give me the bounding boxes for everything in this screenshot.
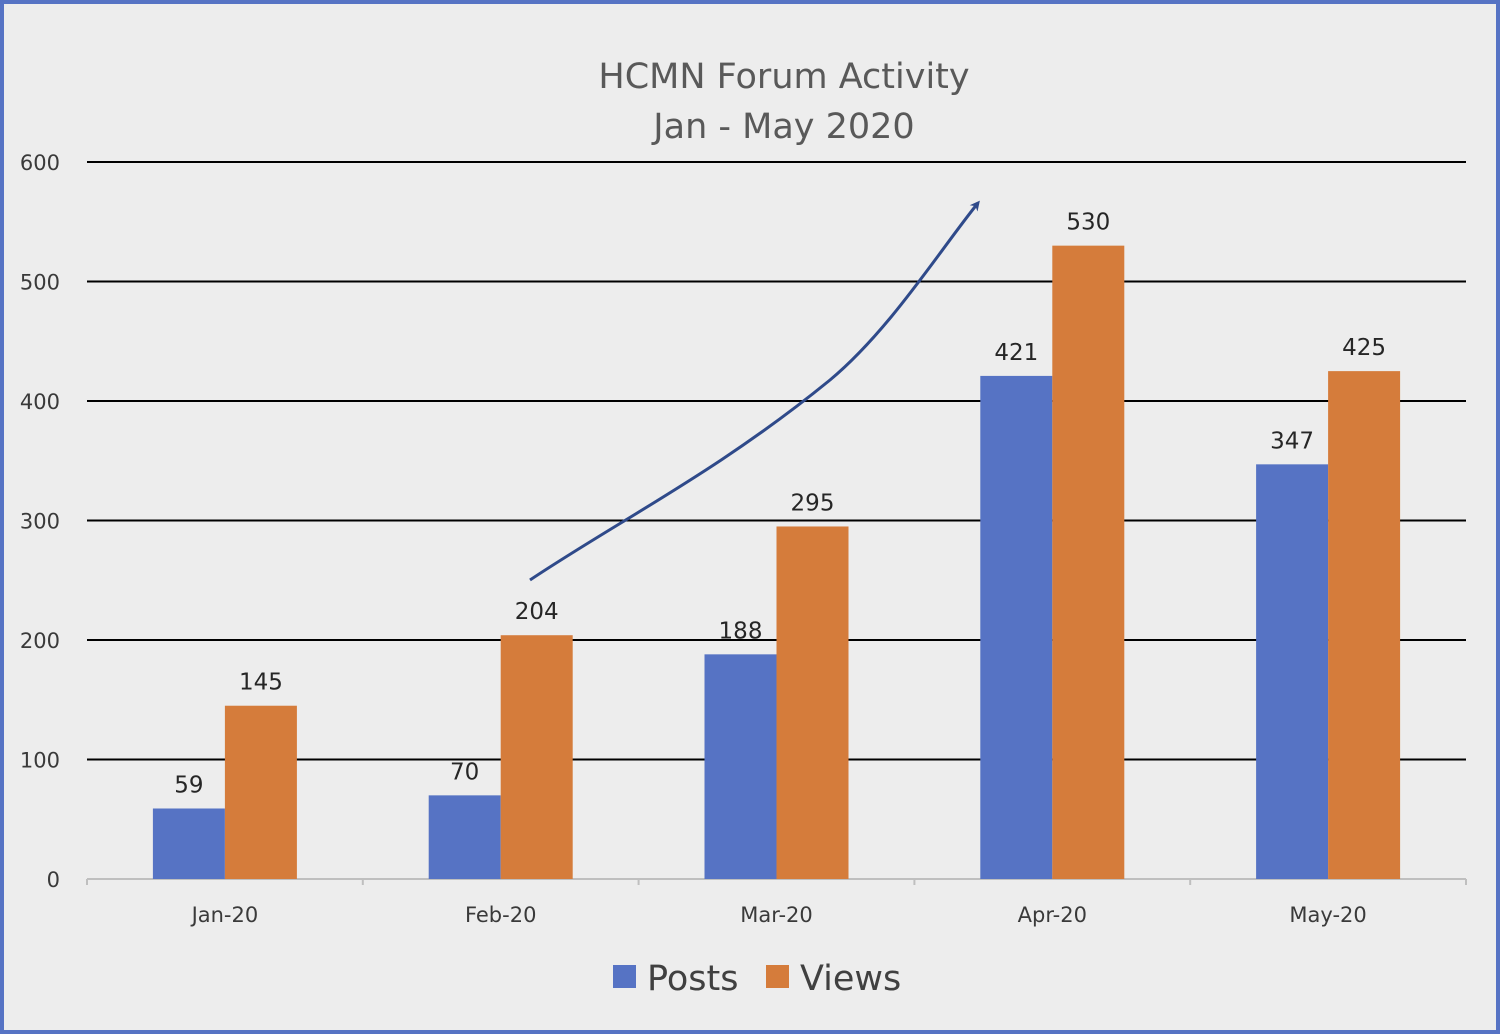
y-tick-label: 500 — [20, 271, 60, 295]
bar-posts — [980, 375, 1053, 879]
y-tick-label: 100 — [20, 749, 60, 773]
x-tick-label: Mar-20 — [740, 903, 813, 927]
data-label: 421 — [994, 340, 1038, 366]
legend-label-views: Views — [800, 959, 901, 999]
legend-swatch-posts — [613, 965, 636, 988]
x-axis-ticks: Jan-20 Feb-20 Mar-20 Apr-20 May-20 — [190, 903, 1367, 927]
gridlines — [86, 161, 1467, 885]
x-tick-label: Apr-20 — [1018, 903, 1087, 927]
data-label: 145 — [239, 670, 283, 696]
data-labels: 59 145 70 204 188 295 421 530 347 425 — [174, 210, 1386, 799]
bar-views — [224, 705, 297, 879]
bar-posts — [1256, 464, 1329, 879]
bar-posts — [428, 795, 501, 879]
bar-views — [1328, 371, 1401, 879]
bar-views — [776, 526, 849, 879]
data-label: 347 — [1270, 428, 1314, 454]
x-tick-label: Jan-20 — [190, 903, 259, 927]
chart-title: HCMN Forum Activity — [598, 57, 969, 97]
legend-swatch-views — [766, 965, 789, 988]
x-tick-label: Feb-20 — [465, 903, 536, 927]
bars — [152, 245, 1401, 879]
chart-subtitle: Jan - May 2020 — [651, 107, 914, 147]
bar-views — [500, 635, 573, 879]
data-label: 59 — [174, 772, 203, 798]
y-tick-label: 600 — [20, 151, 60, 175]
trend-arrow — [529, 200, 980, 582]
y-tick-label: 400 — [20, 390, 60, 414]
y-tick-label: 0 — [47, 868, 60, 892]
bar-posts — [704, 654, 777, 879]
x-tick-label: May-20 — [1289, 903, 1366, 927]
data-label: 204 — [515, 599, 559, 625]
y-tick-label: 200 — [20, 629, 60, 653]
bar-posts — [152, 808, 225, 879]
data-label: 295 — [791, 490, 835, 516]
legend-label-posts: Posts — [647, 959, 738, 999]
y-axis-ticks: 0 100 200 300 400 500 600 — [20, 151, 60, 892]
legend: Posts Views — [613, 959, 901, 999]
data-label: 188 — [719, 618, 763, 644]
data-label: 70 — [450, 759, 479, 785]
bar-views — [1052, 245, 1125, 879]
data-label: 425 — [1342, 335, 1386, 361]
y-tick-label: 300 — [20, 510, 60, 534]
data-label: 530 — [1066, 210, 1110, 236]
